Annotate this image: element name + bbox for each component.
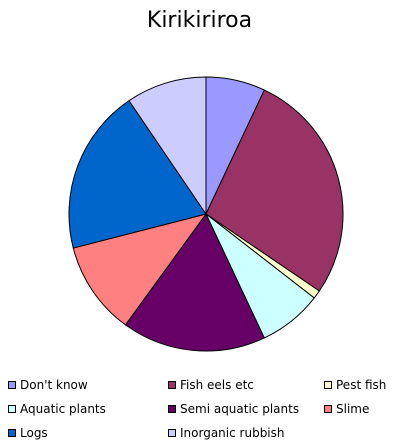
pie-slice	[205, 89, 344, 292]
chart-title: Kirikiriroa	[146, 8, 253, 33]
pie-slice	[128, 76, 207, 216]
pie-slice	[68, 99, 207, 249]
pie-slice	[124, 213, 265, 352]
pie-slice	[72, 213, 208, 326]
